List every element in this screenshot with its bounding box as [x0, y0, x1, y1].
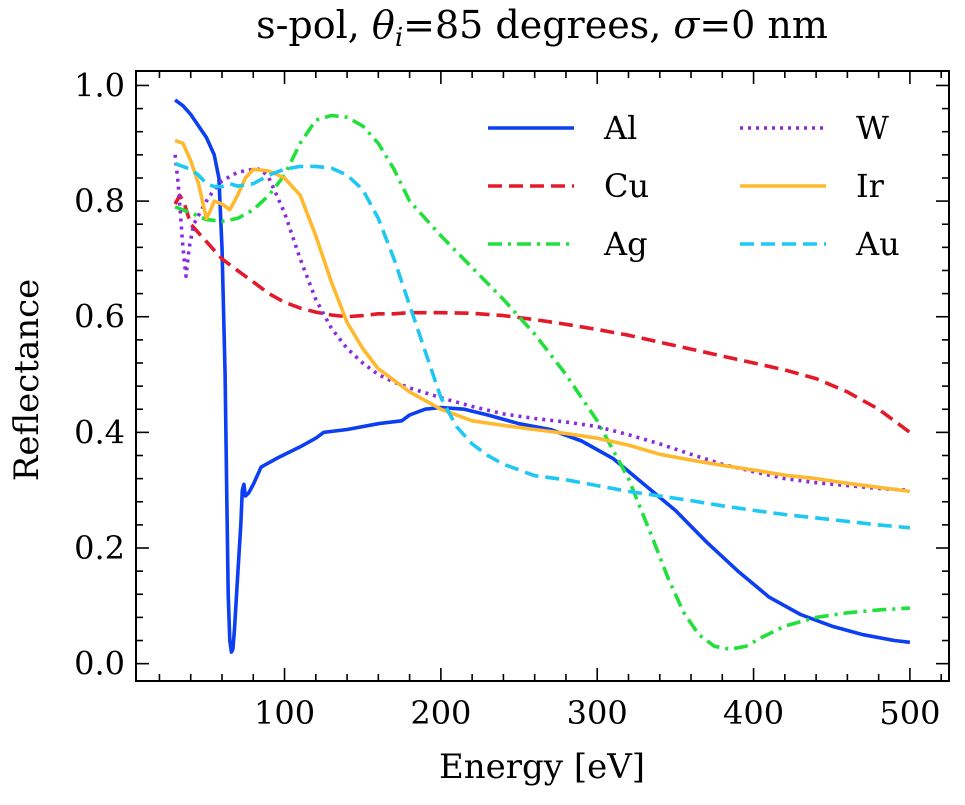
plot-frame: [135, 70, 950, 682]
title-part-1: s-pol,: [256, 3, 372, 47]
title-subscript-i: i: [395, 23, 403, 53]
x-tick-label: 300: [567, 694, 628, 732]
title-sigma: σ: [673, 3, 700, 47]
x-tick-label: 400: [723, 694, 784, 732]
legend: Al Cu Ag W Ir Au: [488, 109, 900, 263]
x-tick-label: 100: [254, 694, 315, 732]
series-line-au: [174, 161, 911, 530]
series-line-ir: [174, 138, 911, 494]
x-axis-label: Energy [eV]: [439, 747, 645, 787]
legend-label-ag: Ag: [603, 225, 648, 263]
title-theta: θ: [372, 3, 395, 47]
series-layer: [173, 98, 911, 654]
y-tick-label: 0.0: [74, 645, 125, 683]
legend-label-ir: Ir: [856, 167, 885, 205]
series-line-cu: [173, 193, 911, 434]
y-tick-label: 1.0: [74, 66, 125, 104]
y-axis-label: Reflectance: [7, 279, 47, 482]
axes-layer: 100 200 300 400 500 0.0 0.2 0.4 0.6 0.8 1.0: [74, 66, 950, 732]
series-line-w: [173, 154, 910, 492]
legend-label-al: Al: [603, 109, 637, 147]
x-tick-label: 500: [879, 694, 940, 732]
y-tick-label: 0.2: [74, 529, 125, 567]
title-part-3: =0 nm: [699, 3, 828, 47]
y-tick-label: 0.6: [74, 298, 125, 336]
series-line-ag: [174, 113, 911, 651]
legend-label-au: Au: [855, 225, 900, 263]
legend-label-cu: Cu: [604, 167, 649, 205]
y-tick-label: 0.8: [74, 182, 125, 220]
series-line-al: [174, 98, 911, 654]
x-tick-label: 200: [410, 694, 471, 732]
chart-title: s-pol, θi=85 degrees, σ=0 nm: [256, 3, 828, 53]
title-part-2: =85 degrees,: [403, 3, 673, 47]
legend-label-w: W: [856, 109, 889, 147]
y-tick-label: 0.4: [74, 413, 125, 451]
